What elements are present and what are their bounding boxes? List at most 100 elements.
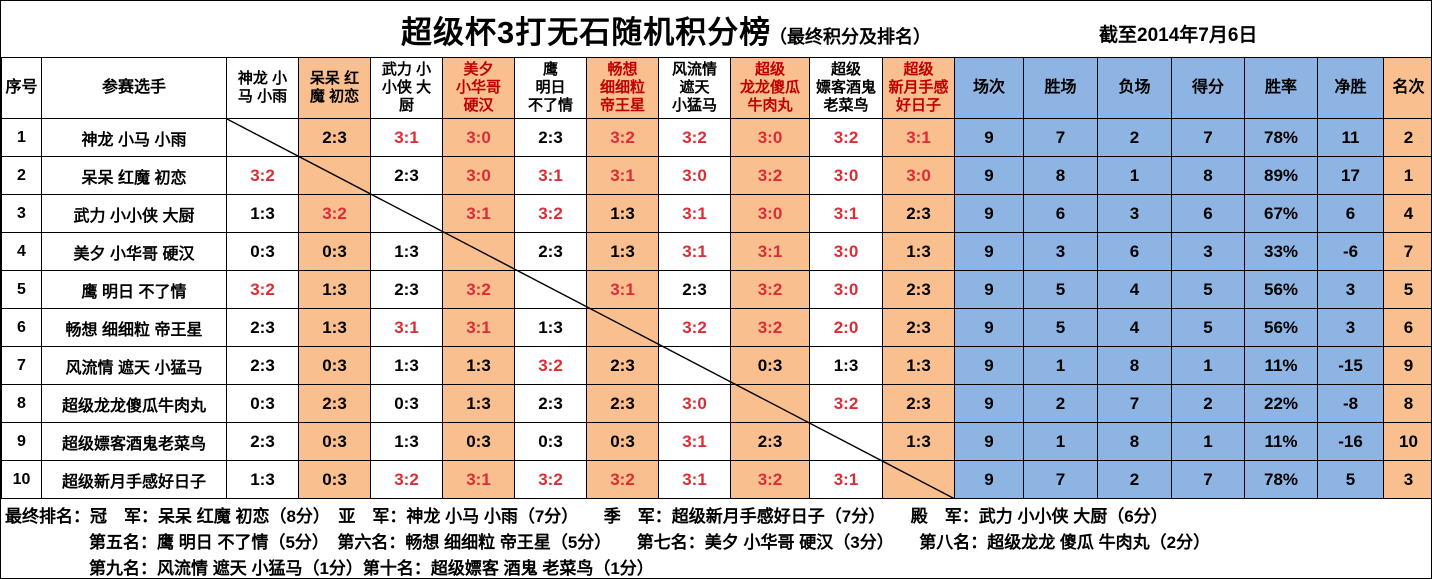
score-cell: 2:3 [586,384,659,423]
self-match-cell [809,422,883,461]
score-cell: 3:2 [370,460,443,499]
score-cell: 3:0 [442,118,515,157]
score-cell: 3:2 [730,156,810,195]
stat-cell: 1 [1023,422,1098,461]
score-cell: 1:3 [882,422,955,461]
stat-cell: 11% [1244,346,1318,385]
score-cell: 0:3 [514,422,587,461]
stat-cell: -16 [1317,422,1384,461]
score-cell: 2:3 [514,118,587,157]
title-bar: 超级杯3打无石随机积分榜 （最终积分及排名） 截至2014年7月6日 [1,1,1431,57]
score-cell: 2:3 [226,422,299,461]
score-cell: 3:0 [882,156,955,195]
stat-cell: 2 [1097,118,1172,157]
score-cell: 3:2 [514,194,587,233]
stat-cell: 67% [1244,194,1318,233]
stat-cell: 56% [1244,270,1318,309]
stat-cell: 5 [1383,270,1431,309]
row-index-cell: 10 [1,460,42,499]
score-cell: 3:2 [226,156,299,195]
score-cell: 3:0 [809,270,883,309]
score-cell: 3:0 [809,156,883,195]
table-row: 6 畅想 细细粒 帝王星 2:3 1:3 3:1 3:1 1:3 3:2 3:2 2:0 2:3 9 5… [1,308,1431,347]
score-cell: 2:3 [226,308,299,347]
stat-cell: 6 [1097,232,1172,271]
score-cell: 3:1 [658,422,731,461]
stat-cell: 22% [1244,384,1318,423]
stat-cell: 5 [1317,460,1384,499]
table-row: 1 神龙 小马 小雨 2:3 3:1 3:0 2:3 3:2 3:2 3:0 3:2 3:1 9 7 2 7… [1,118,1431,157]
col-header-opponent-8: 超级 龙龙傻瓜 牛肉丸 [730,57,810,119]
score-cell: 0:3 [298,422,371,461]
stat-cell: 6 [1317,194,1384,233]
stat-cell: 1 [1097,156,1172,195]
player-name-cell: 风流情 遮天 小猛马 [41,346,227,385]
score-cell: 3:1 [882,118,955,157]
score-cell: 3:1 [442,460,515,499]
score-cell: 0:3 [298,346,371,385]
stat-cell: -8 [1317,384,1384,423]
score-cell: 1:3 [882,346,955,385]
stat-cell: 3 [1317,270,1384,309]
ranking-line-2: 第五名：鹰 明日 不了情（5分） 第六名：畅想 细细粒 帝王星（5分） 第七名：… [89,533,1211,552]
score-cell: 3:1 [514,156,587,195]
stat-cell: 9 [954,460,1024,499]
stat-cell: 7 [1383,232,1431,271]
player-name-cell: 超级新月手感好日子 [41,460,227,499]
stat-cell: 5 [1171,308,1245,347]
score-cell: 1:3 [809,346,883,385]
score-cell: 3:0 [809,232,883,271]
player-name-cell: 武力 小小侠 大厨 [41,194,227,233]
score-table: 序号 参赛选手 神龙 小 马 小雨 呆呆 红 魔 初恋 武力 小 小侠 大 厨美夕 小华… [1,57,1431,499]
stat-cell: 7 [1023,460,1098,499]
stat-cell: 1 [1171,422,1245,461]
score-cell: 1:3 [514,308,587,347]
score-cell: 1:3 [586,194,659,233]
score-cell: 2:3 [298,118,371,157]
stat-cell: 3 [1097,194,1172,233]
ranking-line-1: 最终排名：冠 军：呆呆 红魔 初恋（8分） 亚 军：神龙 小马 小雨（7分） 季… [5,507,1168,526]
player-name-cell: 畅想 细细粒 帝王星 [41,308,227,347]
stat-cell: 2 [1383,118,1431,157]
score-cell: 0:3 [730,346,810,385]
score-cell: 0:3 [370,384,443,423]
self-match-cell [514,270,587,309]
col-header-player: 参赛选手 [41,57,227,119]
score-cell: 2:3 [730,422,810,461]
stat-cell: 9 [954,384,1024,423]
col-header-stat-4: 得分 [1171,57,1245,119]
score-cell: 3:1 [442,194,515,233]
stat-cell: -6 [1317,232,1384,271]
score-cell: 2:3 [882,384,955,423]
stat-cell: 8 [1171,156,1245,195]
row-index-cell: 2 [1,156,42,195]
row-index-cell: 9 [1,422,42,461]
score-cell: 3:0 [658,384,731,423]
as-of-date: 截至2014年7月6日 [1099,25,1258,46]
stat-cell: -15 [1317,346,1384,385]
self-match-cell [442,232,515,271]
col-header-opponent-6: 畅想 细细粒 帝王星 [586,57,659,119]
stat-cell: 5 [1023,308,1098,347]
stat-cell: 9 [954,270,1024,309]
score-cell: 3:1 [370,118,443,157]
stat-cell: 6 [1171,194,1245,233]
score-cell: 2:3 [514,232,587,271]
col-header-stat-7: 名次 [1383,57,1431,119]
score-cell: 2:3 [298,384,371,423]
player-name-cell: 神龙 小马 小雨 [41,118,227,157]
stat-cell: 8 [1383,384,1431,423]
score-cell: 3:1 [658,194,731,233]
row-index-cell: 8 [1,384,42,423]
stat-cell: 78% [1244,118,1318,157]
score-cell: 3:1 [370,308,443,347]
table-row: 10 超级新月手感好日子 1:3 0:3 3:2 3:1 3:2 3:2 3:1 3:2 3:1 9 7… [1,460,1431,499]
score-cell: 1:3 [226,460,299,499]
score-cell: 2:3 [882,270,955,309]
stat-cell: 3 [1023,232,1098,271]
score-cell: 0:3 [586,422,659,461]
ranking-line-3: 第九名：风流情 遮天 小猛马（1分）第十名：超级嫖客 酒鬼 老菜鸟（1分） [89,559,654,578]
score-cell: 3:1 [658,460,731,499]
score-cell: 3:2 [514,346,587,385]
stat-cell: 1 [1383,156,1431,195]
